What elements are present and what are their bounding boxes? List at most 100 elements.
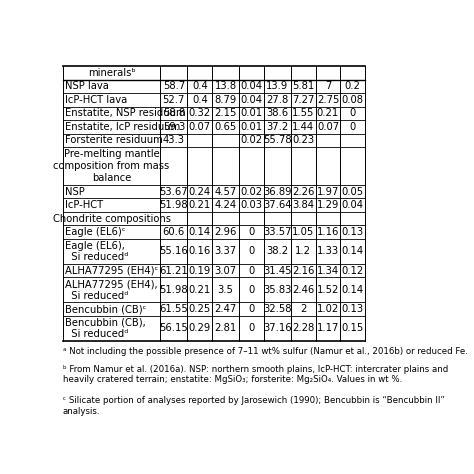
Text: 0.01: 0.01 [240,122,263,132]
Text: 0.21: 0.21 [189,200,211,210]
Text: 5.81: 5.81 [292,81,314,91]
Text: 2: 2 [300,304,307,314]
Text: 0.32: 0.32 [189,108,211,118]
Text: IcP-HCT: IcP-HCT [65,200,103,210]
Text: 2.81: 2.81 [215,323,237,333]
Text: 58.7: 58.7 [163,81,185,91]
Text: 53.67: 53.67 [160,187,188,197]
Text: 1.44: 1.44 [292,122,314,132]
Text: 1.29: 1.29 [317,200,339,210]
Text: 0.02: 0.02 [240,187,263,197]
Text: 1.05: 1.05 [292,227,314,237]
Text: 7: 7 [325,81,331,91]
Text: 0.15: 0.15 [341,323,364,333]
Text: 2.96: 2.96 [214,227,237,237]
Text: 2.47: 2.47 [215,304,237,314]
Text: 2.28: 2.28 [292,323,314,333]
Text: 1.2: 1.2 [295,246,311,256]
Text: 3.84: 3.84 [292,200,314,210]
Text: ᵇ From Namur et al. (2016a). NSP: northern smooth plains, IcP-HCT: intercrater p: ᵇ From Namur et al. (2016a). NSP: northe… [63,365,448,384]
Text: 0: 0 [248,323,255,333]
Text: Eagle (EL6),
  Si reducedᵈ: Eagle (EL6), Si reducedᵈ [65,240,128,262]
Text: Chondrite compositions: Chondrite compositions [53,214,171,224]
Text: 1.17: 1.17 [317,323,339,333]
Text: 0.19: 0.19 [189,265,211,275]
Text: 8.79: 8.79 [215,95,237,105]
Text: 1.97: 1.97 [317,187,339,197]
Text: 37.2: 37.2 [266,122,289,132]
Text: 1.16: 1.16 [317,227,339,237]
Text: 61.21: 61.21 [159,265,188,275]
Text: 0.04: 0.04 [241,81,263,91]
Text: Enstatite, NSP residuum: Enstatite, NSP residuum [65,108,185,118]
Text: 0.14: 0.14 [189,227,211,237]
Text: 0: 0 [248,265,255,275]
Text: 0.14: 0.14 [341,285,364,295]
Text: Bencubbin (CB),
  Si reducedᵈ: Bencubbin (CB), Si reducedᵈ [65,318,146,339]
Text: 2.75: 2.75 [317,95,339,105]
Text: 2.15: 2.15 [214,108,237,118]
Text: Forsterite residuum: Forsterite residuum [65,135,163,145]
Text: 0.16: 0.16 [189,246,211,256]
Text: 0.07: 0.07 [317,122,339,132]
Text: 55.78: 55.78 [263,135,292,145]
Text: ALHA77295 (EH4),
  Si reducedᵈ: ALHA77295 (EH4), Si reducedᵈ [65,279,157,301]
Text: 0.04: 0.04 [342,200,364,210]
Text: 13.8: 13.8 [215,81,237,91]
Text: 0.14: 0.14 [341,246,364,256]
Text: 0.07: 0.07 [189,122,211,132]
Text: 51.98: 51.98 [160,200,188,210]
Text: ALHA77295 (EH4)ᶜ: ALHA77295 (EH4)ᶜ [65,265,158,275]
Text: 0.05: 0.05 [341,187,364,197]
Text: NSP lava: NSP lava [65,81,109,91]
Text: 60.6: 60.6 [163,227,185,237]
Text: 1.52: 1.52 [317,285,339,295]
Text: 1.34: 1.34 [317,265,339,275]
Text: ᵃ Not including the possible presence of 7–11 wt% sulfur (Namur et al., 2016b) o: ᵃ Not including the possible presence of… [63,347,468,356]
Text: 55.16: 55.16 [159,246,188,256]
Text: IcP-HCT lava: IcP-HCT lava [65,95,127,105]
Text: 0.2: 0.2 [345,81,361,91]
Text: 0.25: 0.25 [189,304,211,314]
Text: 0.23: 0.23 [292,135,314,145]
Text: 13.9: 13.9 [266,81,289,91]
Text: 27.8: 27.8 [266,95,289,105]
Text: 0.21: 0.21 [317,108,339,118]
Text: 35.83: 35.83 [263,285,292,295]
Text: 0: 0 [248,285,255,295]
Text: NSP: NSP [65,187,84,197]
Text: 61.55: 61.55 [159,304,188,314]
Text: 0.01: 0.01 [240,108,263,118]
Text: 0.65: 0.65 [215,122,237,132]
Text: 7.27: 7.27 [292,95,315,105]
Text: 31.45: 31.45 [263,265,292,275]
Text: 0: 0 [248,304,255,314]
Text: 0.13: 0.13 [341,227,364,237]
Text: Bencubbin (CB)ᶜ: Bencubbin (CB)ᶜ [65,304,146,314]
Text: 32.58: 32.58 [263,304,292,314]
Text: 1.02: 1.02 [317,304,339,314]
Text: 38.6: 38.6 [266,108,289,118]
Text: 3.07: 3.07 [215,265,237,275]
Text: 43.3: 43.3 [163,135,185,145]
Text: 0.02: 0.02 [240,135,263,145]
Text: 3.5: 3.5 [218,285,234,295]
Text: 2.16: 2.16 [292,265,315,275]
Text: 0.12: 0.12 [341,265,364,275]
Text: 33.57: 33.57 [263,227,292,237]
Text: 0.13: 0.13 [341,304,364,314]
Text: 36.89: 36.89 [263,187,292,197]
Text: 38.2: 38.2 [266,246,289,256]
Text: 0.4: 0.4 [192,95,208,105]
Text: 56.15: 56.15 [159,323,188,333]
Text: mineralsᵇ: mineralsᵇ [88,68,136,78]
Text: 4.24: 4.24 [215,200,237,210]
Text: Enstatite, IcP residuum: Enstatite, IcP residuum [65,122,180,132]
Text: 37.16: 37.16 [263,323,292,333]
Text: Pre-melting mantle
composition from mass
balance: Pre-melting mantle composition from mass… [54,149,170,182]
Text: 2.26: 2.26 [292,187,315,197]
Text: 0.08: 0.08 [342,95,364,105]
Text: 0: 0 [248,227,255,237]
Text: 0.29: 0.29 [189,323,211,333]
Text: 0: 0 [349,108,356,118]
